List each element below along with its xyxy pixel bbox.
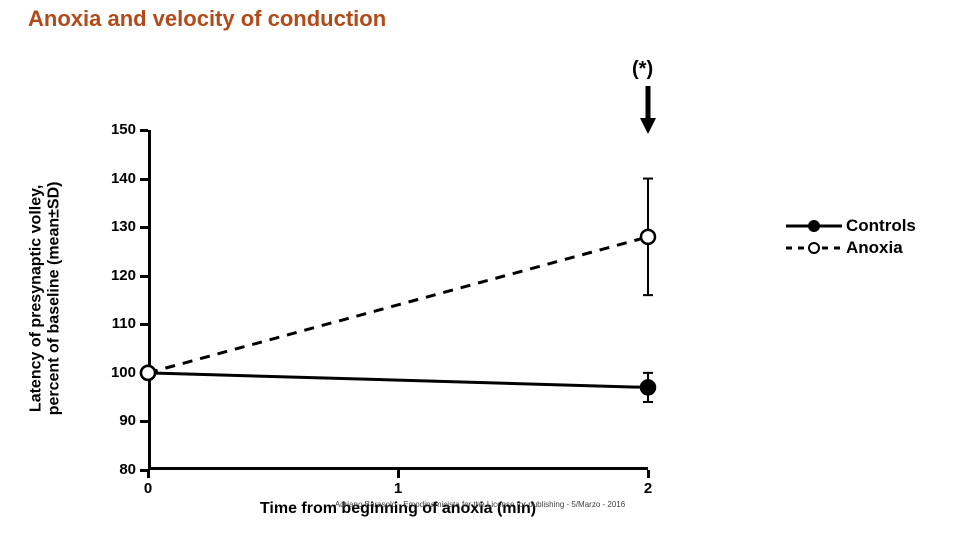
marker-anoxia [141, 366, 155, 380]
legend: ControlsAnoxia [786, 214, 916, 260]
annotation-arrow-head [640, 118, 656, 134]
legend-label: Controls [846, 216, 916, 236]
legend-item-controls: Controls [786, 216, 916, 236]
significance-marker: (*) [632, 58, 653, 81]
series-line-controls [148, 373, 648, 388]
chart-area: 8090100110120130140150012Time from begin… [0, 0, 960, 540]
legend-item-anoxia: Anoxia [786, 238, 916, 258]
chart-svg [0, 0, 960, 540]
legend-label: Anoxia [846, 238, 903, 258]
marker-controls [641, 380, 655, 394]
legend-sample [786, 219, 842, 233]
series-line-anoxia [148, 237, 648, 373]
footer-credit: Adriano Barasolo - Emodinamicista for th… [0, 500, 960, 509]
marker-anoxia [641, 230, 655, 244]
legend-sample [786, 241, 842, 255]
